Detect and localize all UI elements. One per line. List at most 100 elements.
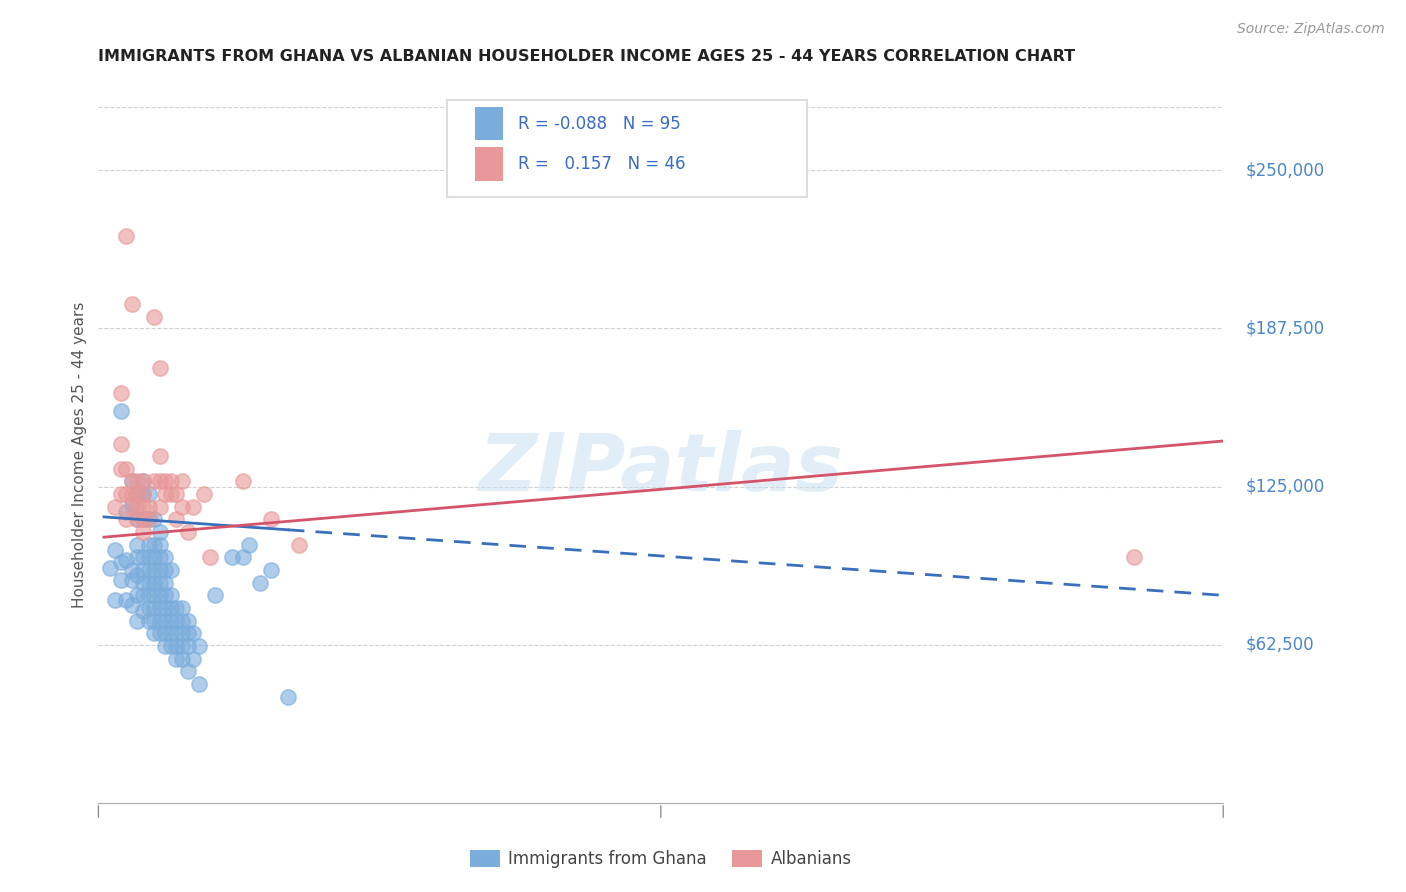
Point xyxy=(155,563,177,577)
Point xyxy=(138,538,160,552)
Point xyxy=(165,614,187,628)
Point xyxy=(149,550,172,565)
Point xyxy=(1123,550,1146,565)
Point xyxy=(149,525,172,540)
Point xyxy=(127,614,149,628)
Y-axis label: Householder Income Ages 25 - 44 years: Householder Income Ages 25 - 44 years xyxy=(72,301,87,608)
Point xyxy=(110,556,132,570)
Point xyxy=(260,563,283,577)
Point xyxy=(98,560,121,574)
Point xyxy=(181,626,204,640)
Point xyxy=(115,505,138,519)
Point xyxy=(149,475,172,489)
Point xyxy=(170,626,193,640)
Point xyxy=(170,639,193,653)
Point xyxy=(249,575,271,590)
Text: R =   0.157   N = 46: R = 0.157 N = 46 xyxy=(517,155,686,173)
Point xyxy=(149,538,172,552)
Point xyxy=(115,593,138,607)
Bar xyxy=(475,147,503,180)
Point xyxy=(176,665,198,679)
Point xyxy=(155,475,177,489)
Point xyxy=(132,475,155,489)
Point xyxy=(176,614,198,628)
Point xyxy=(165,651,187,665)
Point xyxy=(127,512,149,526)
Point xyxy=(138,614,160,628)
Point xyxy=(198,550,221,565)
Point xyxy=(121,497,143,511)
Point xyxy=(159,614,181,628)
Point xyxy=(181,651,204,665)
Point xyxy=(143,563,166,577)
Point xyxy=(155,601,177,615)
Point xyxy=(149,563,172,577)
Point xyxy=(143,512,166,526)
Point xyxy=(143,475,166,489)
Point xyxy=(127,568,149,582)
Point xyxy=(127,487,149,501)
Point xyxy=(127,512,149,526)
Point xyxy=(121,487,143,501)
Point xyxy=(187,639,209,653)
Point xyxy=(143,310,166,324)
Point xyxy=(149,360,172,375)
Point xyxy=(165,512,187,526)
Point xyxy=(159,487,181,501)
Point xyxy=(193,487,215,501)
Point xyxy=(159,639,181,653)
Point xyxy=(138,588,160,602)
Point xyxy=(138,550,160,565)
Point xyxy=(132,575,155,590)
Point xyxy=(138,500,160,514)
Point xyxy=(121,475,143,489)
Point xyxy=(260,512,283,526)
Point xyxy=(155,626,177,640)
Point xyxy=(170,601,193,615)
Point xyxy=(176,525,198,540)
Point xyxy=(159,563,181,577)
Point xyxy=(187,677,209,691)
Point xyxy=(138,563,160,577)
Point xyxy=(159,475,181,489)
Point xyxy=(110,462,132,476)
Text: R = -0.088   N = 95: R = -0.088 N = 95 xyxy=(517,115,681,133)
Point xyxy=(155,639,177,653)
Point xyxy=(155,487,177,501)
Point xyxy=(149,575,172,590)
Point xyxy=(155,614,177,628)
Point xyxy=(115,512,138,526)
Point xyxy=(132,525,155,540)
Point xyxy=(288,538,311,552)
Point xyxy=(149,601,172,615)
Point xyxy=(176,639,198,653)
Point xyxy=(132,563,155,577)
Point xyxy=(110,436,132,450)
Point xyxy=(155,588,177,602)
Point xyxy=(121,563,143,577)
Point xyxy=(143,601,166,615)
Point xyxy=(121,297,143,311)
Text: Source: ZipAtlas.com: Source: ZipAtlas.com xyxy=(1237,22,1385,37)
Point xyxy=(238,538,260,552)
Point xyxy=(143,550,166,565)
Point xyxy=(127,588,149,602)
Point xyxy=(165,639,187,653)
Point xyxy=(149,614,172,628)
Point xyxy=(104,500,127,514)
Point xyxy=(132,512,155,526)
Point xyxy=(138,512,160,526)
Point xyxy=(149,500,172,514)
Point xyxy=(132,603,155,617)
Legend: Immigrants from Ghana, Albanians: Immigrants from Ghana, Albanians xyxy=(464,843,858,874)
Point xyxy=(143,588,166,602)
Point xyxy=(165,626,187,640)
Point xyxy=(149,588,172,602)
Point xyxy=(121,599,143,613)
Point xyxy=(138,487,160,501)
Point xyxy=(159,626,181,640)
Point xyxy=(170,651,193,665)
Point xyxy=(110,487,132,501)
Point xyxy=(165,487,187,501)
Point xyxy=(170,614,193,628)
